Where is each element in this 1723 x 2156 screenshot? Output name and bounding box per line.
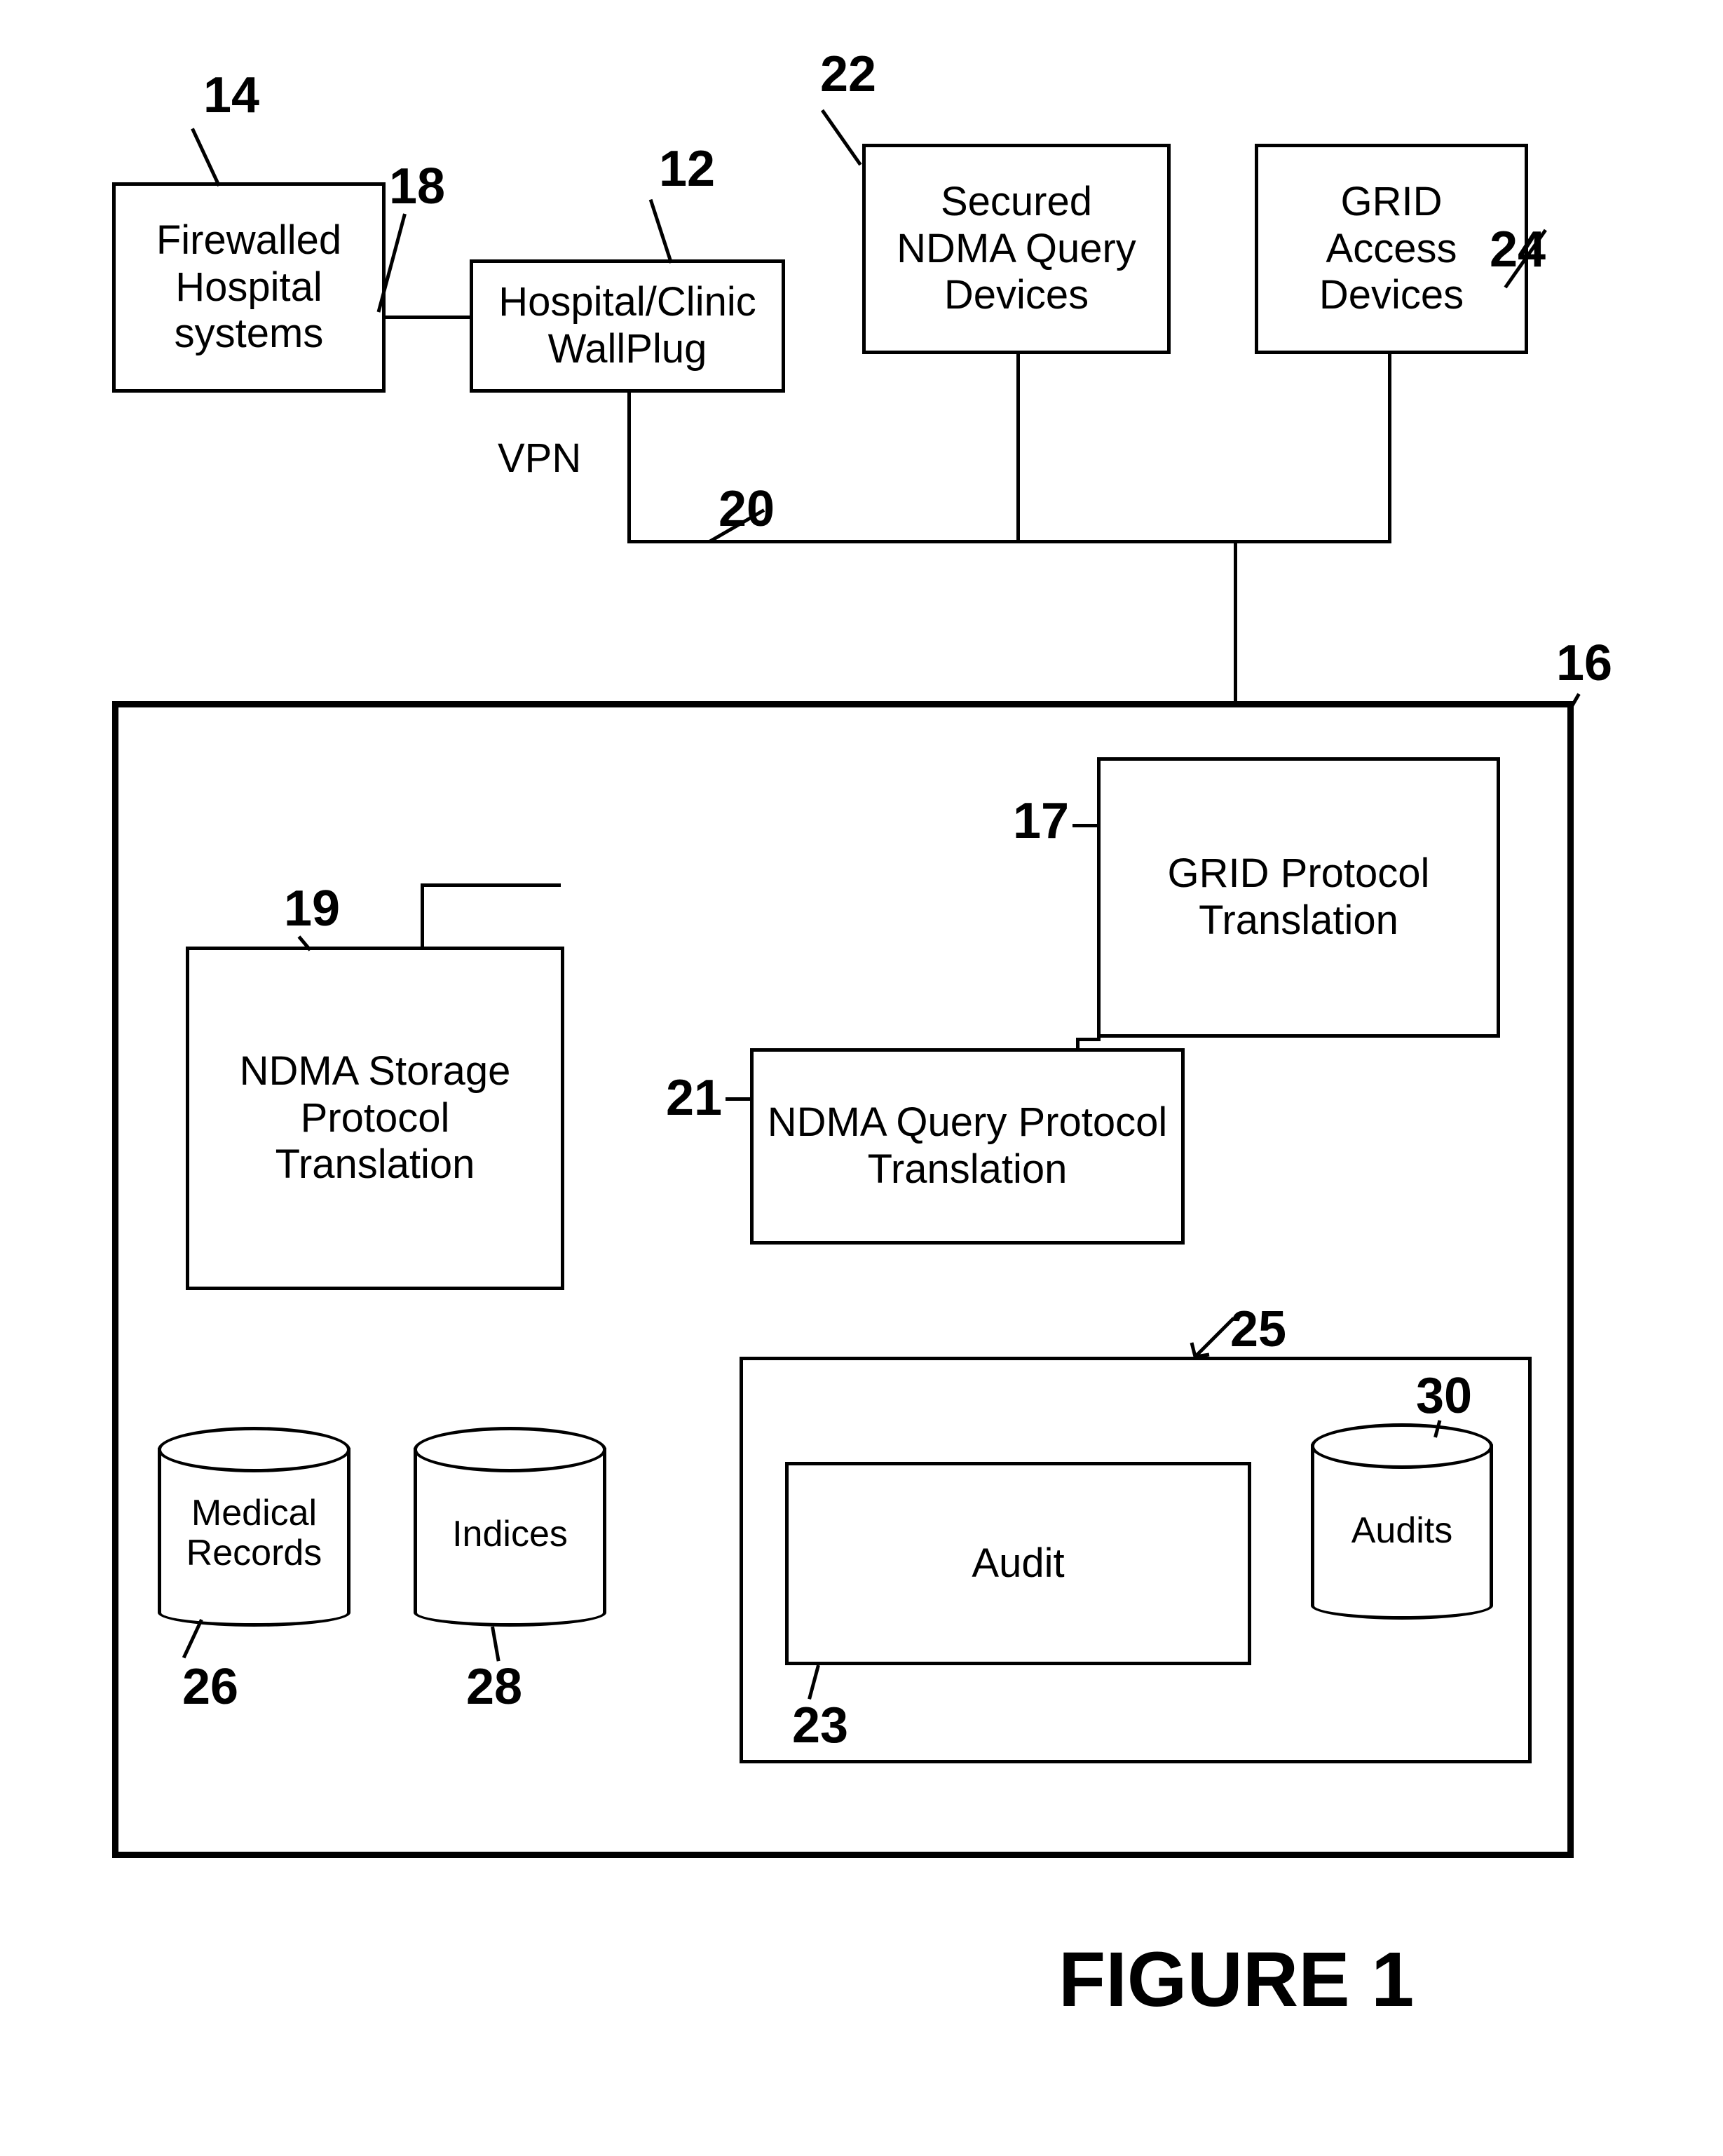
cyl-medical-label: MedicalRecords [158,1493,350,1573]
line [191,128,221,187]
num-14: 14 [203,67,259,124]
num-18: 18 [389,158,445,215]
line [1072,824,1101,827]
box-ndma-query: NDMA Query ProtocolTranslation [750,1048,1185,1245]
box-firewalled-label: FirewalledHospitalsystems [156,217,341,358]
cyl-indices: Indices [414,1427,606,1630]
line [1076,1038,1101,1041]
num-16: 16 [1556,635,1612,692]
line [1016,354,1020,543]
line [726,1097,754,1101]
box-grid-access: GRIDAccessDevices [1255,144,1528,354]
num-19: 19 [284,880,340,937]
box-grid-proto: GRID ProtocolTranslation [1097,757,1500,1038]
box-grid-access-label: GRIDAccessDevices [1319,179,1464,319]
num-22: 22 [820,46,876,103]
line [821,109,862,166]
line [1076,1038,1080,1052]
vpn-label: VPN [498,435,581,482]
box-wallplug: Hospital/ClinicWallPlug [470,259,785,393]
box-ndma-storage: NDMA StorageProtocolTranslation [186,947,564,1290]
box-ndma-storage-label: NDMA StorageProtocolTranslation [240,1048,511,1188]
num-30: 30 [1416,1367,1472,1425]
cyl-audits-label: Audits [1311,1511,1493,1551]
num-26: 26 [182,1658,238,1716]
cyl-indices-label: Indices [414,1514,606,1554]
figure-title: FIGURE 1 [1058,1935,1414,2024]
box-grid-proto-label: GRID ProtocolTranslation [1168,850,1430,944]
num-23: 23 [792,1697,848,1754]
box-wallplug-label: Hospital/ClinicWallPlug [498,279,756,372]
line [627,393,631,540]
line [421,883,561,887]
num-28: 28 [466,1658,522,1716]
box-secured-label: SecuredNDMA QueryDevices [897,179,1136,319]
cyl-medical: MedicalRecords [158,1427,350,1630]
box-audit-label: Audit [972,1540,1064,1587]
box-ndma-query-label: NDMA Query ProtocolTranslation [768,1099,1168,1193]
num-17: 17 [1013,792,1069,850]
box-secured-ndma: SecuredNDMA QueryDevices [862,144,1171,354]
line [649,199,673,264]
box-audit: Audit [785,1462,1251,1665]
arrow-25 [1185,1311,1248,1367]
num-21: 21 [666,1069,722,1127]
line [386,316,470,319]
diagram-canvas: FirewalledHospitalsystems Hospital/Clini… [0,0,1723,2156]
cyl-audits: Audits [1311,1423,1493,1623]
line [421,883,424,947]
line [627,540,1391,543]
line [1388,354,1391,543]
box-firewalled-hospital: FirewalledHospitalsystems [112,182,386,393]
num-12: 12 [659,140,715,198]
